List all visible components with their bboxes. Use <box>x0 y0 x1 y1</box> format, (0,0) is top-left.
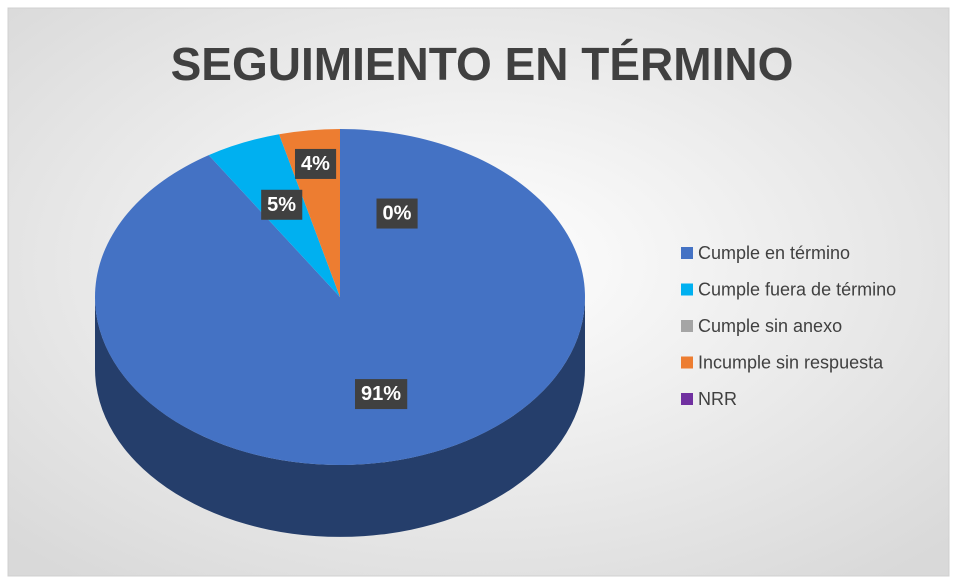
legend-label: Incumple sin respuesta <box>698 352 884 372</box>
data-label-text: 5% <box>267 194 296 216</box>
data-label-text: 4% <box>301 153 330 175</box>
data-label-box <box>261 189 303 220</box>
data-label-box <box>354 379 408 410</box>
legend-label: Cumple fuera de término <box>698 279 896 299</box>
legend-label: Cumple sin anexo <box>698 316 842 336</box>
legend-swatch <box>681 247 693 259</box>
legend-label: Cumple en término <box>698 243 850 263</box>
data-label-box <box>376 198 418 229</box>
chart-title: SEGUIMIENTO EN TÉRMINO <box>171 38 794 90</box>
pie-side <box>95 297 585 537</box>
data-label: 4% <box>294 148 337 179</box>
data-label: 91% <box>354 379 408 410</box>
data-label-text: 91% <box>361 383 401 405</box>
legend-label: NRR <box>698 389 737 409</box>
data-label: 5% <box>261 189 303 220</box>
legend-swatch <box>681 356 693 369</box>
data-label: 0% <box>376 198 418 229</box>
legend-swatch <box>681 283 693 296</box>
legend-swatch <box>681 320 693 332</box>
data-label-box <box>294 148 337 179</box>
data-label-text: 0% <box>382 203 411 225</box>
legend-swatch <box>681 393 693 405</box>
